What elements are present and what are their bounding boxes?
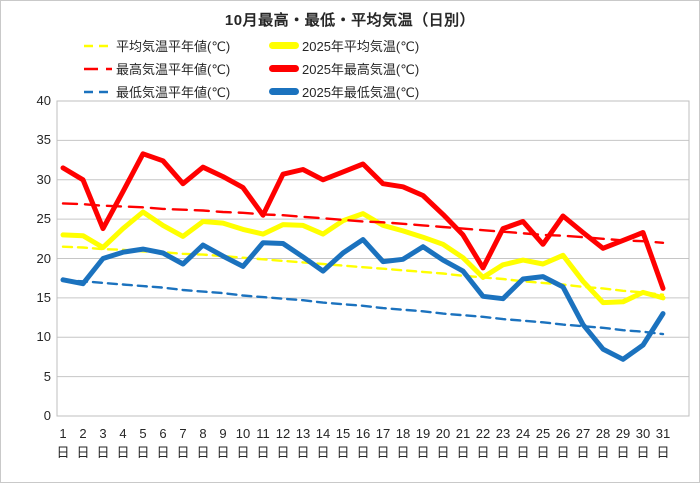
- series-line-1: [60, 209, 666, 306]
- legend-item-1: 2025年平均気温(℃): [269, 34, 455, 57]
- legend-swatch-5: [269, 88, 299, 95]
- y-tick-label-35: 35: [36, 132, 51, 148]
- legend-swatch-2: [84, 67, 112, 70]
- legend-label-4: 最低気温平年値(℃): [116, 85, 231, 100]
- x-tick-label-22: 22 日: [475, 426, 491, 460]
- x-tick-label-27: 27 日: [575, 426, 591, 460]
- y-tick-label-20: 20: [36, 250, 51, 266]
- legend-swatch-4: [84, 90, 112, 93]
- x-tick-label-21: 21 日: [455, 426, 471, 460]
- series-line-2: [61, 202, 665, 245]
- x-tick-label-11: 11 日: [256, 426, 270, 460]
- legend-swatch-1: [269, 42, 299, 49]
- x-tick-label-19: 19 日: [415, 426, 431, 460]
- y-tick-label-5: 5: [43, 368, 51, 384]
- x-tick-label-16: 16 日: [355, 426, 371, 460]
- legend-label-2: 最高気温平年値(℃): [116, 62, 231, 77]
- x-tick-label-17: 17 日: [375, 426, 391, 460]
- y-tick-label-30: 30: [36, 171, 51, 187]
- x-tick-label-10: 10 日: [235, 426, 251, 460]
- legend-label-3: 2025年最高気温(℃): [302, 62, 420, 77]
- legend-item-2: 最高気温平年値(℃): [83, 57, 269, 80]
- chart-title: 10月最高・最低・平均気温（日別）: [224, 12, 476, 29]
- legend-item-4: 最低気温平年値(℃): [83, 80, 269, 103]
- x-tick-label-15: 15 日: [335, 426, 351, 460]
- y-tick-label-0: 0: [43, 408, 51, 423]
- y-tick-label-10: 10: [36, 329, 51, 345]
- x-tick-label-26: 26 日: [555, 426, 571, 460]
- legend-item-5: 2025年最低気温(℃): [269, 80, 455, 103]
- legend-swatch-0: [84, 44, 112, 47]
- legend-item-0: 平均気温平年値(℃): [83, 34, 269, 57]
- y-tick-label-15: 15: [36, 289, 51, 305]
- x-tick-label-18: 18 日: [395, 426, 411, 460]
- x-tick-label-20: 20 日: [435, 426, 451, 460]
- x-tick-label-25: 25 日: [535, 426, 551, 460]
- legend-label-5: 2025年最低気温(℃): [302, 85, 420, 100]
- plot-border: [56, 100, 690, 417]
- x-tick-label-12: 12 日: [275, 426, 291, 460]
- series-line-5: [60, 237, 666, 362]
- legend-swatch-3: [269, 65, 299, 72]
- x-tick-label-14: 14 日: [315, 426, 331, 460]
- x-tick-label-24: 24 日: [515, 426, 531, 460]
- legend-label-0: 平均気温平年値(℃): [116, 39, 231, 54]
- x-tick-label-29: 29 日: [615, 426, 631, 460]
- legend-label-1: 2025年平均気温(℃): [302, 39, 420, 54]
- series-line-4: [61, 279, 665, 336]
- x-tick-label-13: 13 日: [295, 426, 311, 460]
- x-tick-label-28: 28 日: [595, 426, 611, 460]
- series-line-3: [60, 151, 666, 291]
- y-tick-label-40: 40: [36, 93, 51, 108]
- y-tick-label-25: 25: [36, 211, 51, 227]
- x-tick-label-31: 31 日: [655, 426, 671, 460]
- x-tick-label-23: 23 日: [495, 426, 511, 460]
- legend-item-3: 2025年最高気温(℃): [269, 57, 455, 80]
- x-tick-label-30: 30 日: [635, 426, 651, 460]
- chart-legend: 平均気温平年値(℃) 2025年平均気温(℃) 最高気温平年値(℃) 2025年最高気…: [83, 34, 455, 103]
